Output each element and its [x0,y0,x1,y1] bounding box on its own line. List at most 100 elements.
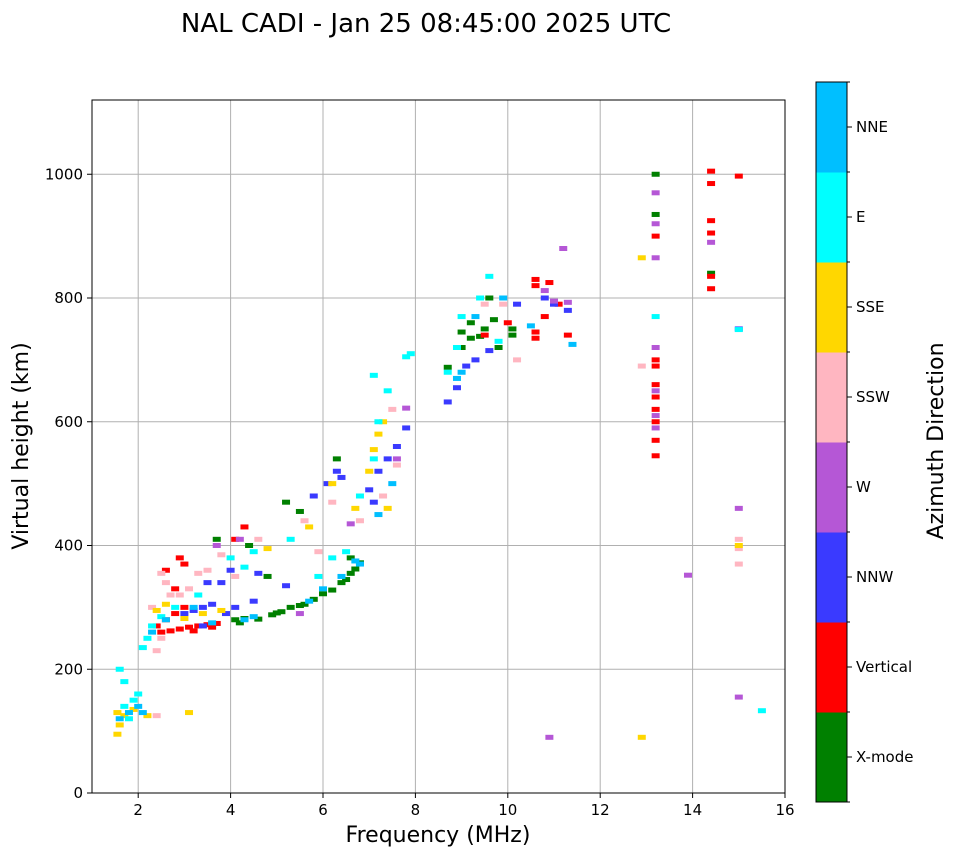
data-point-vertical [651,394,660,400]
data-point-e [406,351,415,357]
colorbar-segment [816,532,847,623]
data-point-e [143,635,152,641]
data-point-ssw [392,462,401,468]
colorbar: X-mode Vertical NNW W SSW SSE E NNE [815,81,913,803]
data-point-vertical [180,604,189,610]
data-point-vertical [152,623,161,629]
data-point-nne [124,710,133,716]
data-point-nnw [180,611,189,617]
data-point-nne [388,481,397,487]
colorbar-label: E [856,208,865,226]
data-point-sse [180,616,189,622]
data-point-w [651,221,660,227]
data-point-nnw [254,570,263,576]
data-point-sse [351,505,360,511]
data-point-vertical [540,314,549,320]
data-point-ssw [185,586,194,592]
data-point-x-mode [489,317,498,323]
data-point-vertical [203,622,212,628]
data-point-vertical [171,586,180,592]
data-point-x-mode [508,332,517,338]
data-point-ssw [161,580,170,586]
data-point-ssw [217,552,226,558]
data-point-ssw [637,363,646,369]
data-point-vertical [563,332,572,338]
x-tick-label: 10 [498,801,517,819]
data-point-sse [185,710,194,716]
y-tick-label: 400 [54,537,83,555]
data-point-vertical [157,629,166,635]
y-tick-label: 600 [54,413,83,431]
data-point-nnw [309,493,318,499]
data-point-ssw [388,406,397,412]
y-tick-label: 1000 [45,165,83,183]
data-point-nnw [198,623,207,629]
data-point-nnw [365,487,374,493]
data-point-w [212,543,221,548]
data-point-sse [115,722,124,728]
data-point-ssw [480,301,489,307]
y-tick-label: 800 [54,289,83,307]
y-axis-label: Virtual height (km) [9,342,34,549]
chart-title: NAL CADI - Jan 25 08:45:00 2025 UTC [181,9,671,39]
data-point-ssw [734,546,743,552]
data-point-x-mode [295,508,304,514]
data-point-e [383,388,392,394]
data-point-e [134,691,143,697]
data-point-sse [383,505,392,511]
data-point-e [148,623,157,629]
data-point-nne [148,629,157,635]
data-point-nnw [369,499,378,505]
data-point-sse [120,713,129,719]
data-point-nnw [392,444,401,449]
data-point-e [651,314,660,320]
data-point-x-mode [342,577,351,583]
data-point-x-mode [212,536,221,542]
data-point-nnw [198,604,207,610]
data-point-ssw [194,570,203,576]
data-point-e [355,493,364,499]
data-point-vertical [651,419,660,425]
data-point-e [402,354,411,360]
data-point-ssw [166,592,175,598]
data-point-vertical [166,628,175,634]
data-point-sse [113,710,122,716]
data-point-x-mode [457,345,466,350]
data-point-nne [134,703,143,709]
data-point-vertical [734,173,743,179]
data-point-vertical [651,406,660,412]
data-point-e [157,614,166,620]
data-point-vertical [651,437,660,443]
data-point-vertical [531,329,540,335]
data-point-e [734,327,743,333]
colorbar-label: Vertical [856,658,912,676]
data-point-nne [138,710,147,716]
data-point-ssw [379,493,388,499]
y-tick-label: 0 [73,784,83,802]
data-point-vertical [531,335,540,341]
data-point-x-mode [286,604,295,610]
data-point-x-mode [466,335,475,341]
data-point-vertical [240,524,249,530]
data-point-vertical [175,555,184,561]
colorbar-label: SSE [856,298,885,316]
data-point-x-mode [480,326,489,332]
data-point-x-mode [346,555,355,561]
data-point-vertical [707,181,716,187]
colorbar-label: NNE [856,118,888,136]
data-point-nne [208,620,217,626]
y-axis-ticks: 0 200 400 600 800 1000 [45,165,92,802]
data-point-ssw [328,499,337,505]
data-point-ssw [157,635,166,641]
data-point-sse [217,607,226,613]
data-point-w [392,456,401,462]
data-point-e [494,338,503,344]
data-point-vertical [180,561,189,567]
data-point-e [286,536,295,542]
data-point-x-mode [295,603,304,609]
data-point-vertical [651,357,660,363]
data-point-nnw [374,468,383,474]
data-point-nnw [540,295,549,301]
data-point-sse [161,601,170,607]
grid [92,100,786,794]
